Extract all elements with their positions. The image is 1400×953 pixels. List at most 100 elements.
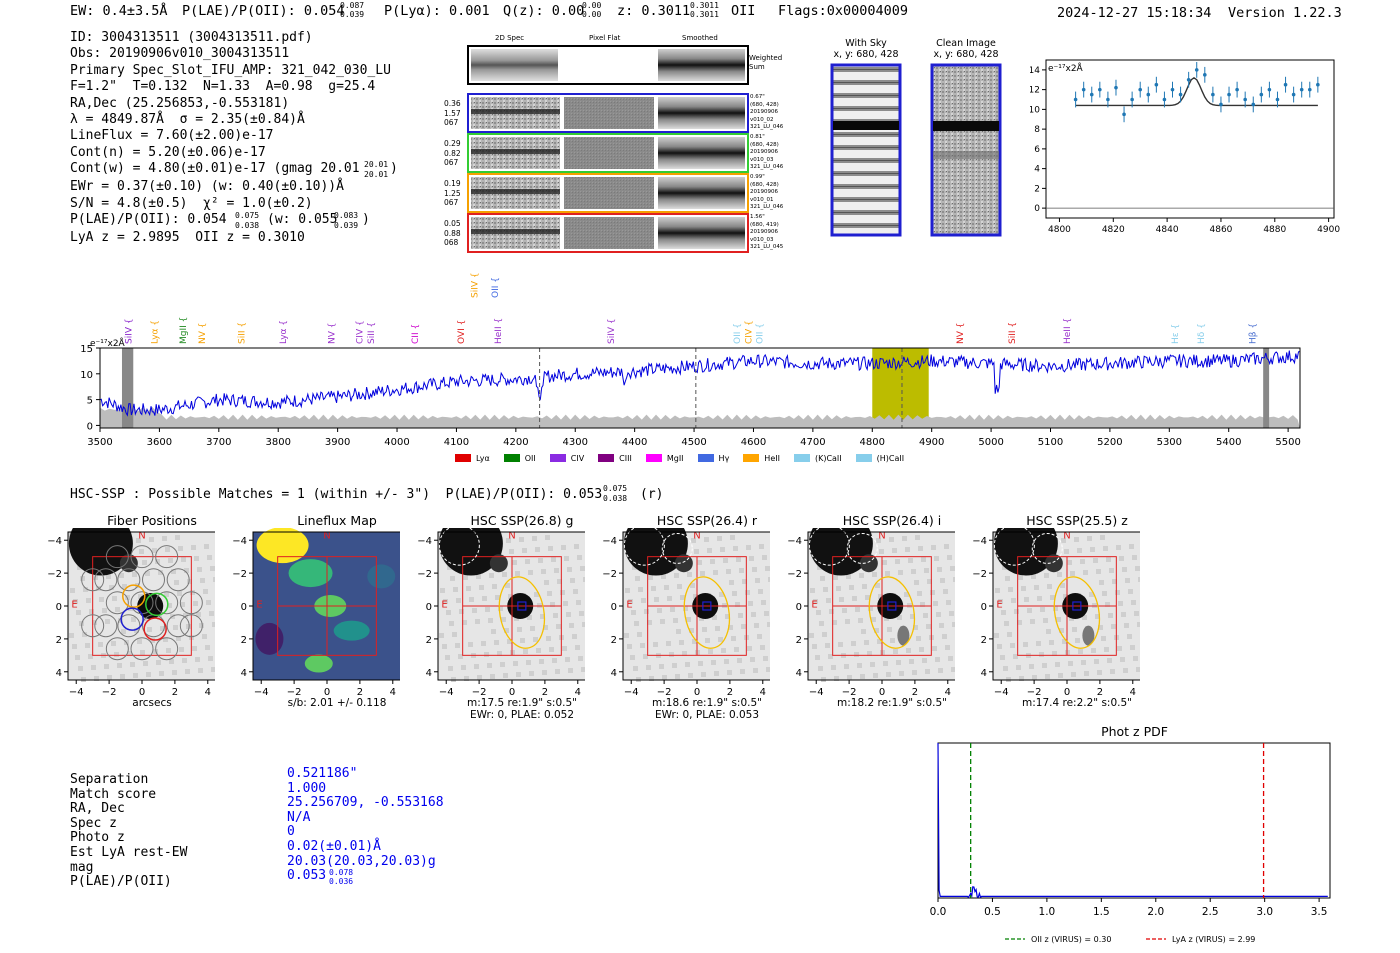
hsc-ytick-label: 4 [241, 668, 247, 679]
aperture-ellipse [1053, 576, 1101, 649]
hsc-noise-pixel [542, 670, 547, 675]
match-value: 0 [287, 824, 295, 840]
hsc-noise-pixel [1080, 559, 1085, 564]
info-plae-w-sub: 0.039 [334, 221, 359, 231]
hsc-noise-pixel [757, 634, 762, 639]
hsc-noise-pixel [1104, 647, 1109, 652]
hsc-noise-pixel [1045, 674, 1050, 679]
hsc-noise-pixel [817, 565, 822, 570]
hsc-noise-pixel [568, 668, 573, 673]
hsc-noise-pixel [1083, 570, 1088, 575]
hsc-panel-image: N E −4 4 −2 2 0 0 2 −2 4 −4 [972, 528, 1140, 698]
hsc-noise-pixel [171, 569, 176, 574]
hsc-noise-pixel [638, 587, 643, 592]
hsc-noise-pixel [937, 567, 942, 572]
zoom-ytick-label: 10 [1030, 105, 1040, 115]
hsc-noise-pixel [439, 633, 444, 638]
hsc-ytick-label: 0 [796, 602, 802, 613]
hsc-header-tail: (r) [640, 487, 664, 502]
hsc-noise-pixel [664, 585, 669, 590]
hsc-noise-pixel [685, 662, 690, 667]
hsc-panel-caption: m:17.5 re:1.9" s:0.5" EWr: 0, PLAE: 0.052 [467, 697, 577, 721]
hsc-noise-pixel [1001, 610, 1006, 615]
col-smoothed: Smoothed [682, 34, 718, 42]
hsc-noise-pixel [492, 584, 497, 589]
legend-swatch [793, 454, 810, 462]
hsc-noise-pixel [575, 645, 580, 650]
hsc-noise-pixel [162, 536, 167, 541]
zoom-data-point [1154, 82, 1159, 87]
hsc-noise-pixel [828, 654, 833, 659]
hsc-noise-pixel [1049, 640, 1054, 645]
hsc-panel-image: N E −4 4 −2 2 0 0 2 −2 4 −4 [232, 528, 400, 698]
spectral-line-label: Hβ { [1248, 323, 1258, 344]
hsc-noise-pixel [734, 647, 739, 652]
hsc-noise-pixel [202, 634, 207, 639]
hsc-noise-pixel [523, 649, 528, 654]
hsc-noise-pixel [952, 622, 955, 627]
hsc-xtick-label: 4 [575, 687, 581, 698]
east-label: E [996, 600, 1002, 611]
hsc-noise-pixel [858, 618, 863, 623]
hsc-noise-pixel [909, 659, 914, 664]
hsc-noise-pixel [906, 648, 911, 653]
cutout-2d-trace [471, 109, 560, 114]
hsc-noise-pixel [178, 546, 183, 551]
header-z-line: OII [731, 3, 756, 19]
hsc-noise-pixel [158, 570, 163, 575]
header-qz: Q(z): 0.00 [503, 3, 585, 19]
hsc-noise-pixel [701, 672, 706, 677]
hsc-noise-pixel [1040, 607, 1045, 612]
spectrum-xtick-label: 3500 [87, 437, 112, 448]
hsc-noise-pixel [1091, 648, 1096, 653]
zoom-ytick-label: 0 [1034, 204, 1040, 214]
hsc-noise-pixel [572, 634, 577, 639]
hsc-ytick-label: 2 [241, 635, 247, 646]
hsc-noise-pixel [832, 620, 837, 625]
hsc-noise-pixel [117, 663, 122, 668]
hsc-noise-pixel [890, 638, 895, 643]
hsc-noise-pixel [768, 577, 770, 582]
hsc-noise-pixel [745, 590, 750, 595]
hsc-noise-pixel [994, 633, 999, 638]
north-label: N [878, 531, 885, 542]
legend-label: HeII [764, 453, 780, 463]
hsc-noise-pixel [868, 606, 873, 611]
hsc-noise-pixel [578, 656, 583, 661]
header-qz-sub: 0.00 [582, 10, 602, 19]
cutout-smoothed [658, 177, 745, 209]
info-lineflux: LineFlux = 7.60(±2.00)e-17 [70, 128, 274, 144]
header-plae: P(LAE)/P(OII): 0.054 [182, 3, 345, 19]
hsc-noise-pixel [180, 602, 185, 607]
fiber-red [143, 617, 167, 641]
hsc-noise-pixel [109, 585, 114, 590]
hsc-noise-pixel [567, 567, 572, 572]
hsc-noise-pixel [721, 648, 726, 653]
zoom-ylabel: e⁻¹⁷x2Å [1048, 62, 1084, 74]
north-label: N [323, 531, 330, 542]
spectral-line-label: SiII { [1008, 322, 1018, 344]
weighted-sum-label: Weighted Sum [749, 54, 783, 71]
zoom-ytick-label: 12 [1030, 86, 1040, 96]
hsc-noise-pixel [845, 619, 850, 624]
match-value: 0.521186" [287, 766, 358, 781]
hsc-ytick-label: −2 [787, 569, 802, 580]
hsc-noise-pixel [699, 616, 704, 621]
hsc-noise-pixel [698, 661, 703, 666]
fiber-circle [94, 568, 118, 592]
hsc-noise-pixel [490, 674, 495, 679]
hsc-noise-pixel [842, 608, 847, 613]
hsc-xtick-label: 2 [1097, 687, 1103, 698]
hsc-noise-pixel [459, 609, 464, 614]
hsc-noise-pixel [155, 559, 160, 564]
match-label: Photo z [70, 830, 125, 846]
photz-frame [937, 742, 1331, 899]
hsc-noise-pixel [554, 568, 559, 573]
hsc-noise-pixel [102, 608, 107, 613]
hsc-noise-pixel [718, 637, 723, 642]
info-ewr: EWr = 0.37(±0.10) (w: 0.40(±0.10))Å [70, 179, 344, 195]
hsc-noise-pixel [142, 560, 147, 565]
cutout-smoothed [658, 217, 745, 249]
hsc-noise-pixel [200, 578, 205, 583]
hsc-noise-pixel [147, 627, 152, 632]
